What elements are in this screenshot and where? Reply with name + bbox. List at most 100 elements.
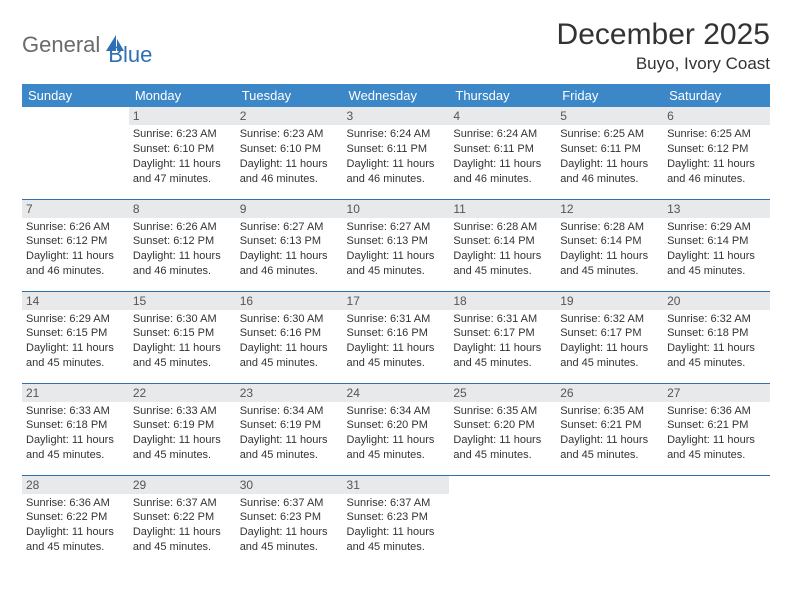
daylight-text: Daylight: 11 hours and 45 minutes. (667, 341, 766, 371)
daylight-text: Daylight: 11 hours and 45 minutes. (453, 249, 552, 279)
daylight-text: Daylight: 11 hours and 47 minutes. (133, 157, 232, 187)
sunrise-text: Sunrise: 6:37 AM (347, 496, 446, 511)
calendar-day: 3 Sunrise: 6:24 AMSunset: 6:11 PMDaylight… (343, 107, 450, 199)
day-number: 22 (129, 384, 236, 402)
day-info: Sunrise: 6:25 AMSunset: 6:12 PMDaylight:… (667, 127, 766, 186)
day-number: 7 (22, 200, 129, 218)
calendar-week: 28Sunrise: 6:36 AMSunset: 6:22 PMDayligh… (22, 475, 770, 567)
daylight-text: Daylight: 11 hours and 45 minutes. (347, 341, 446, 371)
sunset-text: Sunset: 6:14 PM (453, 234, 552, 249)
calendar-day: 31Sunrise: 6:37 AMSunset: 6:23 PMDayligh… (343, 475, 450, 567)
daylight-text: Daylight: 11 hours and 46 minutes. (240, 249, 339, 279)
day-number: 25 (449, 384, 556, 402)
calendar-day: 14Sunrise: 6:29 AMSunset: 6:15 PMDayligh… (22, 291, 129, 383)
calendar-table: Sunday Monday Tuesday Wednesday Thursday… (22, 84, 770, 567)
sunrise-text: Sunrise: 6:23 AM (133, 127, 232, 142)
sunrise-text: Sunrise: 6:24 AM (347, 127, 446, 142)
daylight-text: Daylight: 11 hours and 45 minutes. (240, 525, 339, 555)
calendar-day: 22Sunrise: 6:33 AMSunset: 6:19 PMDayligh… (129, 383, 236, 475)
day-info: Sunrise: 6:27 AMSunset: 6:13 PMDaylight:… (240, 220, 339, 279)
calendar-week: 1Sunrise: 6:23 AMSunset: 6:10 PMDaylight… (22, 107, 770, 199)
day-info: Sunrise: 6:32 AMSunset: 6:17 PMDaylight:… (560, 312, 659, 371)
day-info: Sunrise: 6:23 AMSunset: 6:10 PMDaylight:… (133, 127, 232, 186)
day-number: 13 (663, 200, 770, 218)
sunset-text: Sunset: 6:14 PM (667, 234, 766, 249)
sunset-text: Sunset: 6:10 PM (133, 142, 232, 157)
sunrise-text: Sunrise: 6:26 AM (26, 220, 125, 235)
daylight-text: Daylight: 11 hours and 45 minutes. (26, 525, 125, 555)
day-info: Sunrise: 6:28 AMSunset: 6:14 PMDaylight:… (560, 220, 659, 279)
day-info: Sunrise: 6:32 AMSunset: 6:18 PMDaylight:… (667, 312, 766, 371)
calendar-day: 15Sunrise: 6:30 AMSunset: 6:15 PMDayligh… (129, 291, 236, 383)
daylight-text: Daylight: 11 hours and 45 minutes. (453, 433, 552, 463)
calendar-day: 1Sunrise: 6:23 AMSunset: 6:10 PMDaylight… (129, 107, 236, 199)
daylight-text: Daylight: 11 hours and 45 minutes. (560, 249, 659, 279)
title-block: December 2025 Buyo, Ivory Coast (557, 18, 770, 74)
day-number: 26 (556, 384, 663, 402)
sunset-text: Sunset: 6:21 PM (560, 418, 659, 433)
sunrise-text: Sunrise: 6:28 AM (560, 220, 659, 235)
header: General Blue December 2025 Buyo, Ivory C… (22, 18, 770, 74)
day-number: 8 (129, 200, 236, 218)
dayname-thu: Thursday (449, 84, 556, 107)
sunset-text: Sunset: 6:23 PM (240, 510, 339, 525)
daylight-text: Daylight: 11 hours and 45 minutes. (133, 341, 232, 371)
sunset-text: Sunset: 6:12 PM (667, 142, 766, 157)
sunset-text: Sunset: 6:11 PM (347, 142, 446, 157)
calendar-day: 30Sunrise: 6:37 AMSunset: 6:23 PMDayligh… (236, 475, 343, 567)
day-number: 30 (236, 476, 343, 494)
sunrise-text: Sunrise: 6:23 AM (240, 127, 339, 142)
sunset-text: Sunset: 6:12 PM (133, 234, 232, 249)
day-info: Sunrise: 6:25 AMSunset: 6:11 PMDaylight:… (560, 127, 659, 186)
day-info: Sunrise: 6:36 AMSunset: 6:21 PMDaylight:… (667, 404, 766, 463)
calendar-day: 13Sunrise: 6:29 AMSunset: 6:14 PMDayligh… (663, 199, 770, 291)
daylight-text: Daylight: 11 hours and 45 minutes. (347, 249, 446, 279)
calendar-day: 27Sunrise: 6:36 AMSunset: 6:21 PMDayligh… (663, 383, 770, 475)
day-number: 2 (236, 107, 343, 125)
sunset-text: Sunset: 6:11 PM (560, 142, 659, 157)
calendar-day: 12Sunrise: 6:28 AMSunset: 6:14 PMDayligh… (556, 199, 663, 291)
logo: General Blue (22, 22, 152, 68)
sunrise-text: Sunrise: 6:34 AM (240, 404, 339, 419)
calendar-day: 4Sunrise: 6:24 AMSunset: 6:11 PMDaylight… (449, 107, 556, 199)
sunrise-text: Sunrise: 6:29 AM (26, 312, 125, 327)
sunset-text: Sunset: 6:20 PM (347, 418, 446, 433)
sunset-text: Sunset: 6:10 PM (240, 142, 339, 157)
daylight-text: Daylight: 11 hours and 46 minutes. (240, 157, 339, 187)
sunset-text: Sunset: 6:19 PM (240, 418, 339, 433)
day-number: 21 (22, 384, 129, 402)
day-info: Sunrise: 6:26 AMSunset: 6:12 PMDaylight:… (26, 220, 125, 279)
daylight-text: Daylight: 11 hours and 45 minutes. (26, 433, 125, 463)
day-info: Sunrise: 6:26 AMSunset: 6:12 PMDaylight:… (133, 220, 232, 279)
day-info: Sunrise: 6:36 AMSunset: 6:22 PMDaylight:… (26, 496, 125, 555)
calendar-day: 5Sunrise: 6:25 AMSunset: 6:11 PMDaylight… (556, 107, 663, 199)
daylight-text: Daylight: 11 hours and 45 minutes. (667, 249, 766, 279)
sunset-text: Sunset: 6:15 PM (26, 326, 125, 341)
day-number: 14 (22, 292, 129, 310)
day-info: Sunrise: 6:30 AMSunset: 6:16 PMDaylight:… (240, 312, 339, 371)
day-number: 23 (236, 384, 343, 402)
day-info: Sunrise: 6:34 AMSunset: 6:20 PMDaylight:… (347, 404, 446, 463)
sunset-text: Sunset: 6:21 PM (667, 418, 766, 433)
dayname-tue: Tuesday (236, 84, 343, 107)
sunrise-text: Sunrise: 6:35 AM (560, 404, 659, 419)
daylight-text: Daylight: 11 hours and 46 minutes. (347, 157, 446, 187)
dayname-fri: Friday (556, 84, 663, 107)
sunrise-text: Sunrise: 6:32 AM (560, 312, 659, 327)
day-number: 19 (556, 292, 663, 310)
sunset-text: Sunset: 6:23 PM (347, 510, 446, 525)
calendar-day: 19 Sunrise: 6:32 AMSunset: 6:17 PMDayligh… (556, 291, 663, 383)
calendar-day: 28Sunrise: 6:36 AMSunset: 6:22 PMDayligh… (22, 475, 129, 567)
sunset-text: Sunset: 6:13 PM (240, 234, 339, 249)
day-number: 3 (343, 107, 450, 125)
day-info: Sunrise: 6:34 AMSunset: 6:19 PMDaylight:… (240, 404, 339, 463)
calendar-day: 16Sunrise: 6:30 AMSunset: 6:16 PMDayligh… (236, 291, 343, 383)
sunset-text: Sunset: 6:11 PM (453, 142, 552, 157)
sunrise-text: Sunrise: 6:28 AM (453, 220, 552, 235)
logo-text-general: General (22, 32, 100, 58)
sunrise-text: Sunrise: 6:35 AM (453, 404, 552, 419)
calendar-day: 20Sunrise: 6:32 AMSunset: 6:18 PMDayligh… (663, 291, 770, 383)
daylight-text: Daylight: 11 hours and 45 minutes. (560, 341, 659, 371)
day-number: 18 (449, 292, 556, 310)
daylight-text: Daylight: 11 hours and 45 minutes. (667, 433, 766, 463)
